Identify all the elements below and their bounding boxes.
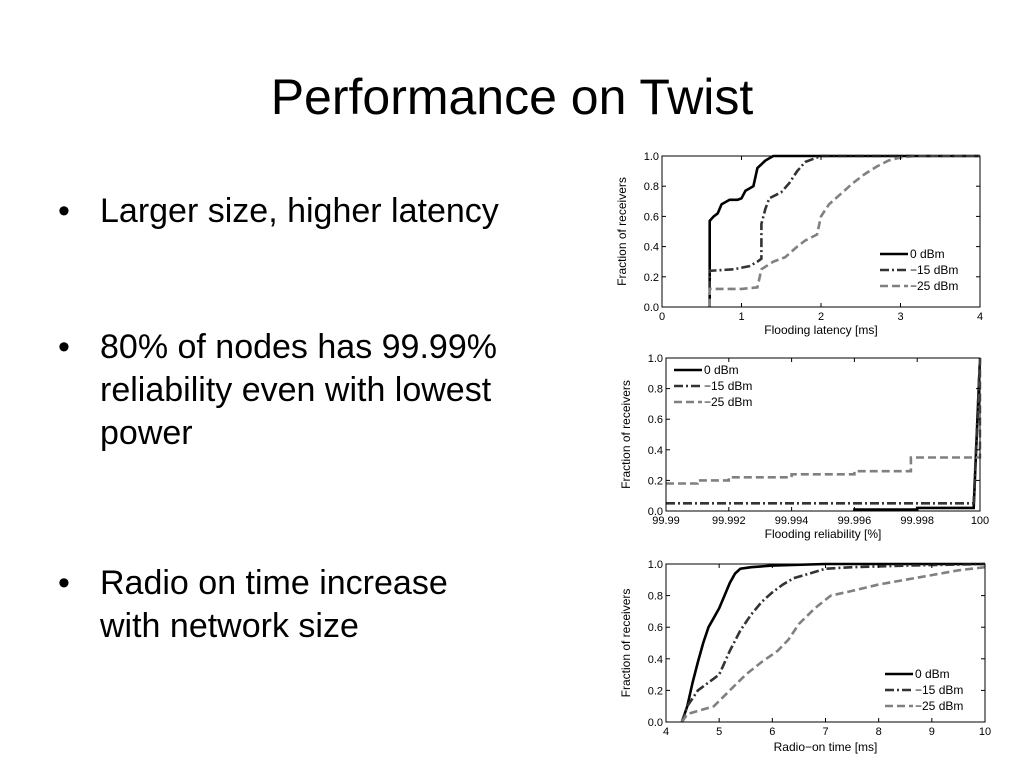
bullet-marker: • [58, 192, 70, 230]
x-tick-label: 1 [738, 311, 744, 323]
x-tick-label: 99.992 [712, 515, 746, 527]
bullet-item: • Radio on time increase with network si… [58, 562, 618, 648]
bullet-line: reliability even with lowest [100, 371, 492, 409]
legend-label: −25 dBm [915, 699, 963, 713]
x-tick-label: 9 [929, 726, 935, 738]
x-tick-label: 0 [659, 311, 665, 323]
x-tick-label: 8 [876, 726, 882, 738]
y-tick-label: 0.8 [648, 384, 663, 396]
y-axis-label: Fraction of receivers [619, 380, 633, 489]
legend-label: 0 dBm [704, 363, 739, 377]
reliability-cdf-chart: 99.99 99.992 99.994 99.996 99.998 100 0.0 0.2 0.… [619, 353, 989, 541]
x-tick-label: 2 [818, 311, 824, 323]
x-tick-label: 5 [716, 726, 722, 738]
series-line [708, 154, 980, 307]
y-tick-label: 0.8 [644, 181, 659, 193]
series-line [666, 357, 982, 505]
x-tick-label: 99.998 [900, 515, 934, 527]
y-tick-label: 0.0 [648, 717, 663, 729]
legend-label: −15 dBm [704, 379, 752, 393]
y-tick-label: 1.0 [644, 151, 659, 163]
x-tick-label: 99.99 [652, 515, 680, 527]
y-tick-label: 0.4 [648, 654, 663, 666]
bullet-line: Larger size, higher latency [100, 192, 499, 230]
x-axis-label: Radio−on time [ms] [774, 740, 878, 754]
y-tick-label: 0.0 [644, 302, 659, 314]
bullet-item: • Larger size, higher latency [58, 190, 618, 233]
legend-label: −25 dBm [704, 395, 752, 409]
x-tick-label: 6 [769, 726, 775, 738]
plot-frame [665, 357, 981, 512]
y-tick-label: 0.2 [644, 272, 659, 284]
series-line [708, 154, 980, 307]
series-line [680, 562, 986, 723]
bullet-marker: • [58, 328, 70, 366]
legend-label: −25 dBm [910, 279, 958, 293]
series-line [680, 562, 985, 723]
x-tick-label: 4 [977, 311, 983, 323]
x-tick-label: 99.996 [838, 515, 872, 527]
y-tick-label: 0.6 [644, 211, 659, 223]
y-tick-label: 0.2 [648, 685, 663, 697]
bullet-item: • 80% of nodes has 99.99% reliability ev… [58, 326, 618, 455]
radio-on-time-cdf-chart: 4 5 6 7 8 9 10 0.0 0.2 0.4 0.6 0.8 1.0 Radio−on time … [619, 559, 991, 754]
y-axis-label: Fraction of receivers [619, 589, 633, 698]
y-tick-label: 0.6 [648, 622, 663, 634]
series-line [853, 357, 982, 511]
y-tick-label: 0.4 [648, 445, 663, 457]
bullet-marker: • [58, 564, 70, 602]
legend-label: 0 dBm [915, 667, 950, 681]
y-axis-label: Fraction of receivers [615, 177, 629, 286]
y-tick-label: 0.8 [648, 591, 663, 603]
y-tick-label: 1.0 [648, 353, 663, 365]
x-tick-label: 4 [663, 726, 669, 738]
series-line [666, 358, 982, 485]
bullet-line: 80% of nodes has 99.99% [100, 328, 497, 366]
slide-title: Performance on Twist [270, 69, 754, 125]
legend-label: −15 dBm [915, 683, 963, 697]
x-axis-label: Flooding reliability [%] [765, 527, 882, 541]
legend-label: −15 dBm [910, 263, 958, 277]
x-tick-label: 3 [897, 311, 903, 323]
y-tick-label: 1.0 [648, 559, 663, 571]
y-tick-label: 0.0 [648, 506, 663, 518]
y-tick-label: 0.6 [648, 414, 663, 426]
bullet-line: with network size [100, 607, 359, 645]
x-tick-label: 7 [822, 726, 828, 738]
bullet-line: Radio on time increase [100, 564, 448, 602]
bullet-line: power [100, 414, 193, 452]
y-tick-label: 0.2 [648, 475, 663, 487]
series-line [680, 565, 986, 723]
legend-label: 0 dBm [910, 247, 945, 261]
y-tick-label: 0.4 [644, 242, 659, 254]
latency-cdf-chart: 0 1 2 3 4 0.0 0.2 0.4 0.6 0.8 1.0 Flooding latency … [615, 151, 983, 337]
x-axis-label: Flooding latency [ms] [764, 323, 877, 337]
x-tick-label: 99.994 [775, 515, 809, 527]
series-line [708, 154, 980, 307]
x-tick-label: 10 [979, 726, 991, 738]
x-tick-label: 100 [971, 515, 989, 527]
